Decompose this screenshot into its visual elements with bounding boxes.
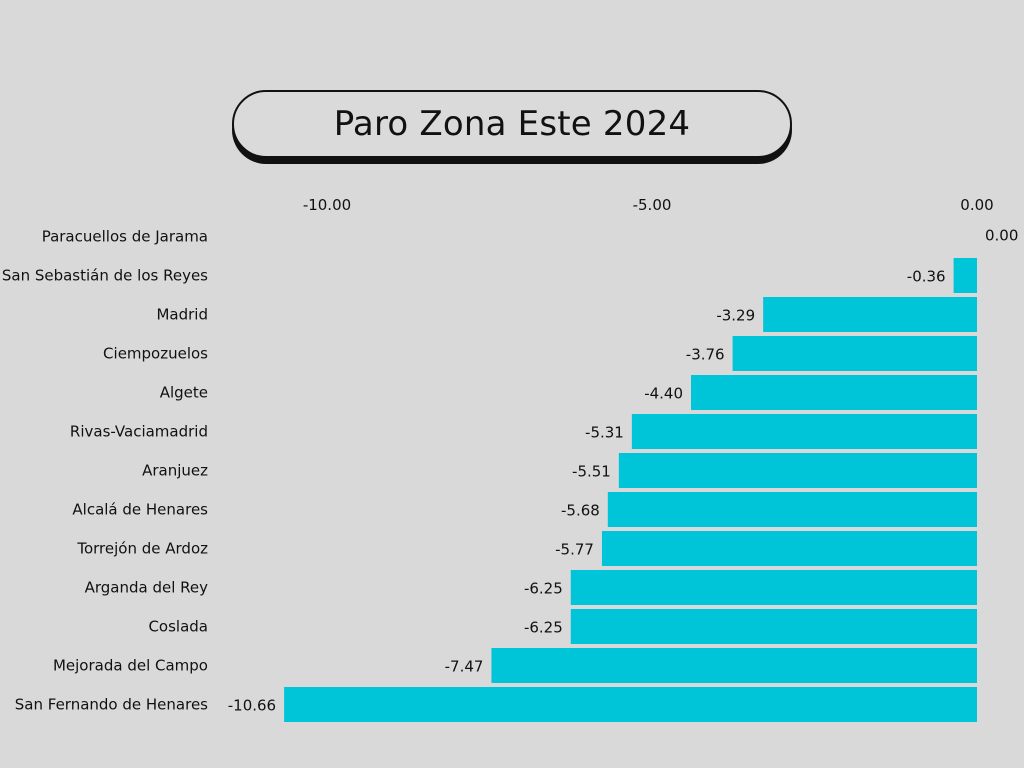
data-label: -7.47 [445,658,484,676]
data-label: -3.29 [716,307,755,325]
bar [607,492,977,527]
data-label: -5.51 [572,463,611,481]
data-label: -5.77 [555,541,594,559]
x-tick-label: -5.00 [633,196,672,214]
bar [284,687,978,722]
category-label: Alcalá de Henares [72,501,208,519]
bar [570,570,977,605]
chart-title: Paro Zona Este 2024 [232,90,792,158]
category-label: Aranjuez [142,462,208,480]
category-label: Mejorada del Campo [53,657,208,675]
category-label: Torrejón de Ardoz [76,540,208,558]
category-label: San Fernando de Henares [15,696,208,714]
category-label: Arganda del Rey [85,579,209,597]
bar [491,648,977,683]
data-label: 0.00 [985,227,1018,245]
category-label: Rivas-Vaciamadrid [70,423,208,441]
bar [618,453,977,488]
data-label: -5.31 [585,424,624,442]
data-label: -4.40 [644,385,683,403]
data-label: -6.25 [524,619,563,637]
data-label: -10.66 [228,697,276,715]
x-tick-label: -10.00 [303,196,351,214]
category-label: Algete [160,384,208,402]
bar [953,258,977,293]
category-label: Coslada [148,618,208,636]
bar [691,375,977,410]
category-label: Madrid [156,306,208,324]
data-label: -0.36 [907,268,946,286]
bar [763,297,977,332]
chart-title-container: Paro Zona Este 2024 [232,90,792,164]
category-label: Paracuellos de Jarama [42,228,208,246]
bar [601,531,977,566]
bar [732,336,977,371]
category-label: Ciempozuelos [103,345,208,363]
bar [570,609,977,644]
data-label: -5.68 [561,502,600,520]
bar [631,414,977,449]
category-label: San Sebastián de los Reyes [2,267,208,285]
data-label: -6.25 [524,580,563,598]
data-label: -3.76 [686,346,725,364]
x-tick-label: 0.00 [960,196,993,214]
